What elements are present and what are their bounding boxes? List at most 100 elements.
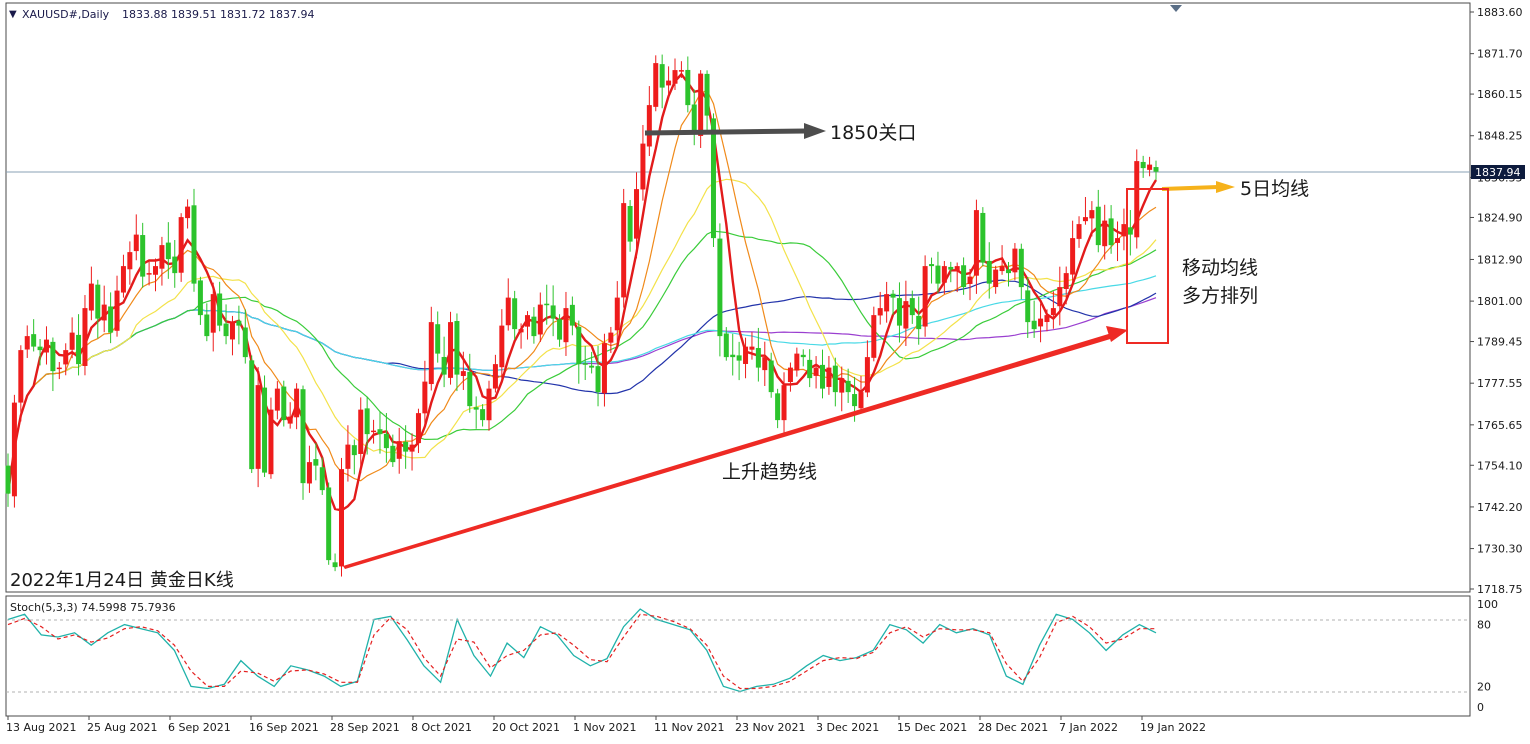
candle — [197, 276, 203, 325]
candle — [1108, 205, 1114, 254]
candle — [114, 275, 120, 337]
candle — [165, 222, 171, 279]
candle — [941, 261, 947, 295]
candle — [390, 434, 396, 467]
shift-marker-icon[interactable] — [1170, 5, 1182, 12]
candle — [730, 333, 736, 376]
price-tick-label: 1812.90 — [1477, 253, 1523, 266]
candle — [101, 285, 107, 333]
candle — [678, 61, 684, 78]
candle — [871, 306, 877, 362]
candle — [415, 408, 421, 454]
stoch-tick-label: 100 — [1477, 598, 1498, 611]
stoch-tick-label: 80 — [1477, 619, 1491, 632]
candle — [287, 402, 293, 429]
candle — [229, 315, 235, 356]
candle — [640, 124, 646, 201]
date-tick-label: 20 Oct 2021 — [492, 721, 560, 734]
candle — [807, 349, 813, 388]
date-tick-label: 23 Nov 2021 — [735, 721, 805, 734]
candle — [736, 341, 742, 381]
stoch-panel[interactable] — [5, 595, 1471, 717]
candle — [589, 351, 595, 374]
candle — [832, 357, 838, 407]
candle — [717, 223, 723, 357]
candle — [133, 214, 139, 261]
candle — [839, 366, 845, 412]
candle — [210, 282, 216, 352]
candle — [338, 457, 344, 577]
candle — [935, 251, 941, 294]
candle — [826, 355, 832, 395]
date-tick-label: 15 Dec 2021 — [897, 721, 967, 734]
price-tick-label: 1848.25 — [1477, 130, 1523, 143]
candle — [345, 425, 351, 482]
candle — [281, 380, 287, 427]
candle — [922, 255, 928, 337]
candle — [249, 355, 255, 473]
candle — [524, 311, 530, 340]
candle — [986, 242, 992, 299]
candle — [768, 352, 774, 398]
level-1850-label: 1850关口 — [830, 122, 916, 144]
price-tick-label: 1801.00 — [1477, 295, 1523, 308]
candle — [191, 188, 197, 292]
stoch-tick-label: 0 — [1477, 701, 1484, 714]
candle — [646, 86, 652, 157]
stoch-label: Stoch(5,3,3) 74.5998 75.7936 — [10, 601, 176, 614]
candle — [1063, 266, 1069, 305]
candle — [1095, 189, 1101, 253]
chart-header-arrow-icon[interactable]: ▼ — [9, 9, 17, 20]
candle — [409, 433, 415, 471]
current-price-value: 1837.94 — [1475, 166, 1521, 179]
candle — [1025, 277, 1031, 338]
candle — [371, 419, 377, 444]
candle — [127, 241, 133, 285]
candle — [659, 54, 665, 109]
ma5-label: 5日均线 — [1240, 178, 1309, 200]
candle — [775, 388, 781, 429]
candle — [18, 345, 24, 422]
candle — [1012, 243, 1018, 281]
candle — [319, 457, 325, 495]
candle — [563, 291, 569, 356]
candle — [800, 349, 806, 367]
candle — [505, 278, 511, 331]
candle — [5, 453, 11, 507]
candle — [557, 314, 563, 347]
candle — [153, 258, 159, 292]
candle — [723, 327, 729, 361]
candle — [794, 347, 800, 377]
ma-20-line — [7, 178, 1157, 494]
date-tick-label: 28 Dec 2021 — [978, 721, 1048, 734]
price-axis[interactable]: 1883.601871.701860.151848.251836.351824.… — [1470, 6, 1523, 596]
candle — [1038, 303, 1044, 343]
candle — [473, 396, 479, 429]
candle — [24, 325, 30, 358]
candle — [403, 425, 409, 469]
candle — [704, 70, 710, 130]
date-axis[interactable]: 13 Aug 2021 25 Aug 2021 6 Sep 2021 16 Sep 2… — [6, 716, 1206, 734]
price-tick-label: 1883.60 — [1477, 6, 1523, 19]
candle — [467, 353, 473, 413]
date-tick-label: 8 Oct 2021 — [411, 721, 472, 734]
price-tick-label: 1871.70 — [1477, 48, 1523, 61]
candle — [980, 207, 986, 267]
candle — [11, 394, 17, 508]
date-tick-label: 16 Sep 2021 — [249, 721, 319, 734]
candle — [582, 345, 588, 381]
date-tick-label: 7 Jan 2022 — [1059, 721, 1118, 734]
main-chart-panel[interactable] — [5, 2, 1471, 593]
chart-caption: 2022年1月24日 黄金日K线 — [10, 570, 234, 591]
price-tick-label: 1754.10 — [1477, 459, 1523, 472]
date-tick-label: 3 Dec 2021 — [816, 721, 879, 734]
candle — [480, 404, 486, 427]
candle — [1044, 309, 1050, 332]
candle — [909, 290, 915, 324]
candle — [621, 188, 627, 308]
candle — [95, 279, 101, 339]
uptrend-label: 上升趋势线 — [722, 461, 817, 483]
level-1850-annotation: 1850关口 — [644, 122, 916, 144]
candle — [608, 326, 614, 353]
date-tick-label: 28 Sep 2021 — [330, 721, 400, 734]
